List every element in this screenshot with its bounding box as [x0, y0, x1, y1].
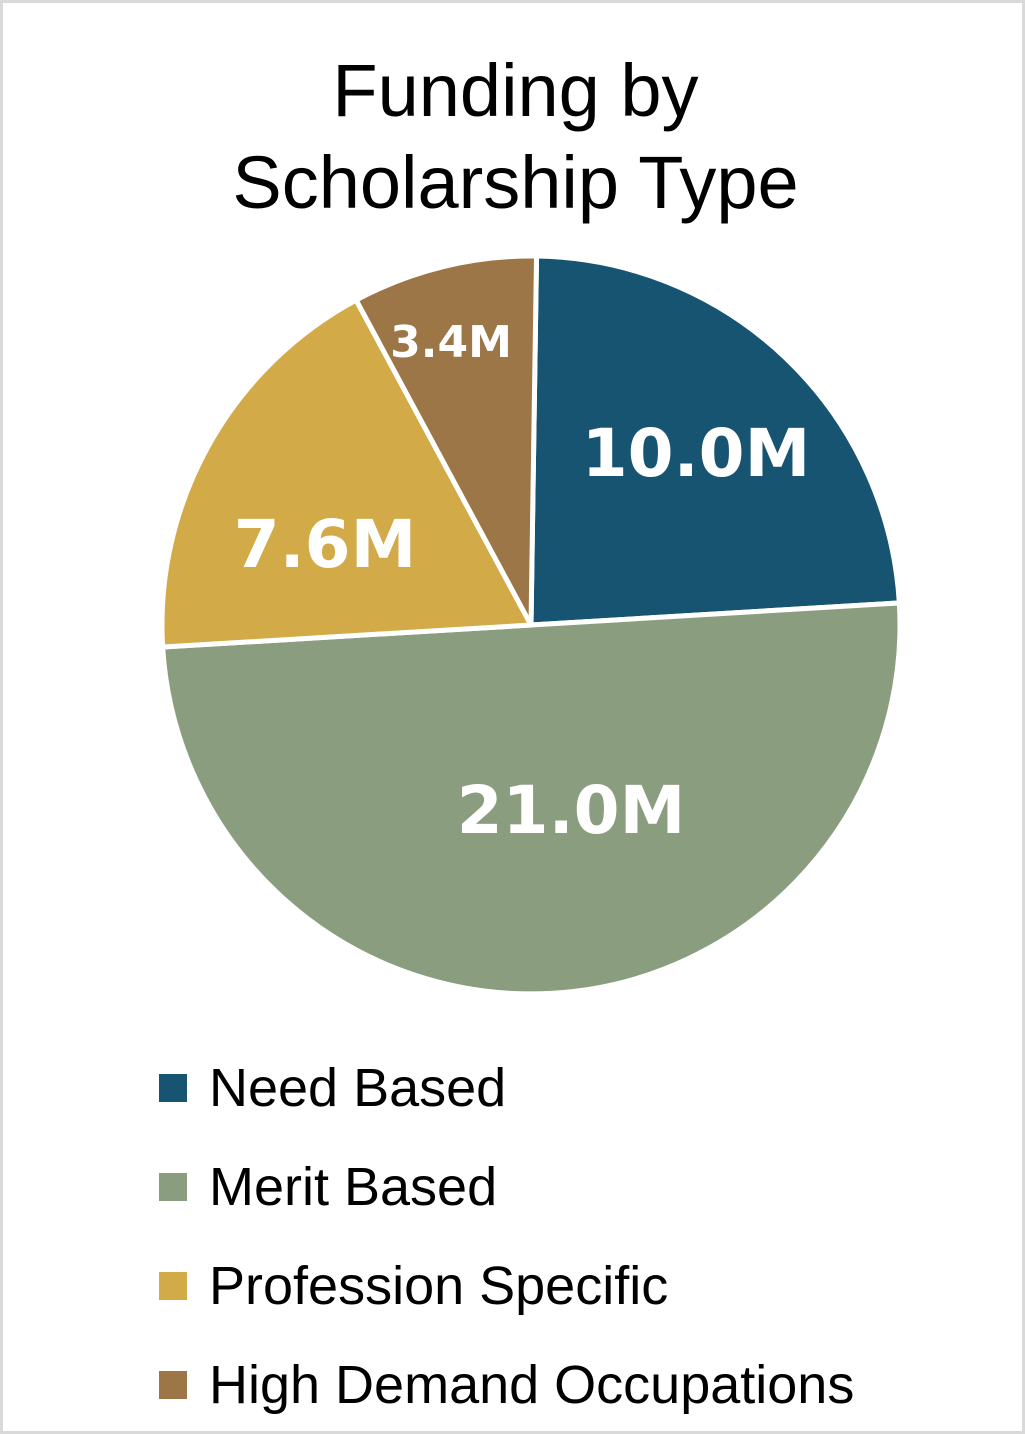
legend: Need Based Merit Based Profession Specif…	[159, 1038, 855, 1431]
slice-label-need-based: 10.0M	[582, 415, 811, 492]
legend-label: High Demand Occupations	[209, 1354, 855, 1415]
chart-title-line-2: Scholarship Type	[232, 141, 799, 224]
pie-slice-high-demand	[353, 253, 540, 628]
legend-swatch-high-demand	[159, 1370, 187, 1399]
legend-item-high-demand: High Demand Occupations	[159, 1335, 855, 1431]
legend-item-need-based: Need Based	[159, 1038, 854, 1137]
legend-item-merit-based: Merit Based	[159, 1137, 854, 1236]
legend-label: Need Based	[209, 1057, 507, 1118]
pie-slices	[159, 253, 903, 996]
legend-item-profession-specific: Profession Specific	[159, 1236, 854, 1335]
pie-labels: 10.0M 21.0M 7.6M 3.4M	[234, 317, 811, 849]
legend-label: Merit Based	[209, 1156, 498, 1217]
pie-slice-profession-specific	[159, 297, 534, 650]
pie-chart: 10.0M 21.0M 7.6M 3.4M	[159, 253, 903, 996]
slice-label-high-demand: 3.4M	[390, 317, 512, 368]
legend-swatch-need-based	[159, 1073, 187, 1102]
slice-label-profession-specific: 7.6M	[234, 506, 417, 583]
legend-swatch-profession-specific	[159, 1271, 187, 1300]
chart-title-line-1: Funding by	[332, 49, 699, 132]
slice-label-merit-based: 21.0M	[457, 772, 686, 849]
pie-slice-merit-based	[160, 600, 903, 996]
chart-title: Funding by Scholarship Type	[3, 45, 1022, 229]
legend-label: Profession Specific	[209, 1255, 669, 1316]
legend-swatch-merit-based	[159, 1172, 187, 1201]
pie-slice-need-based	[528, 253, 902, 628]
